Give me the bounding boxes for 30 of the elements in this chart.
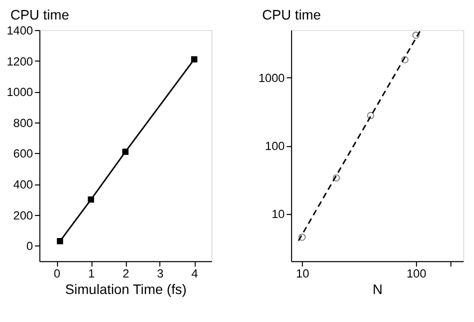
point: [88, 196, 94, 203]
y-tick-label: 800: [13, 116, 34, 130]
y-tick-label: 1400: [6, 23, 34, 38]
point: [401, 56, 409, 64]
x-tick-label: 3: [157, 266, 164, 280]
x-axis-title: Simulation Time (fs): [65, 282, 187, 298]
y-tick-label: 100: [265, 139, 286, 154]
y-tick-label: 1200: [6, 54, 34, 68]
y-tick-label: 200: [13, 208, 34, 222]
y-tick-label: 400: [13, 178, 34, 192]
y-axis-title: CPU time: [262, 8, 322, 23]
point: [367, 112, 374, 120]
x-tick-label: 2: [122, 266, 130, 280]
x-tick-label: 10: [296, 266, 310, 280]
point: [56, 238, 64, 244]
y-axis-title: CPU time: [10, 8, 70, 23]
point: [332, 174, 340, 182]
x-tick-label: 100: [406, 266, 427, 280]
point: [122, 148, 128, 155]
point: [298, 234, 306, 241]
y-tick-label: 600: [13, 146, 34, 161]
x-tick-label: 1: [88, 266, 95, 280]
x-axis-title: N: [372, 282, 383, 298]
y-tick-label: 1000: [6, 85, 34, 100]
x-tick-label: 0: [54, 266, 61, 280]
y-tick-label: 1000: [258, 71, 286, 86]
point: [191, 56, 198, 62]
y-tick-label: 0: [26, 239, 34, 254]
y-tick-label: 10: [272, 207, 286, 222]
x-tick-label: 4: [191, 266, 198, 280]
